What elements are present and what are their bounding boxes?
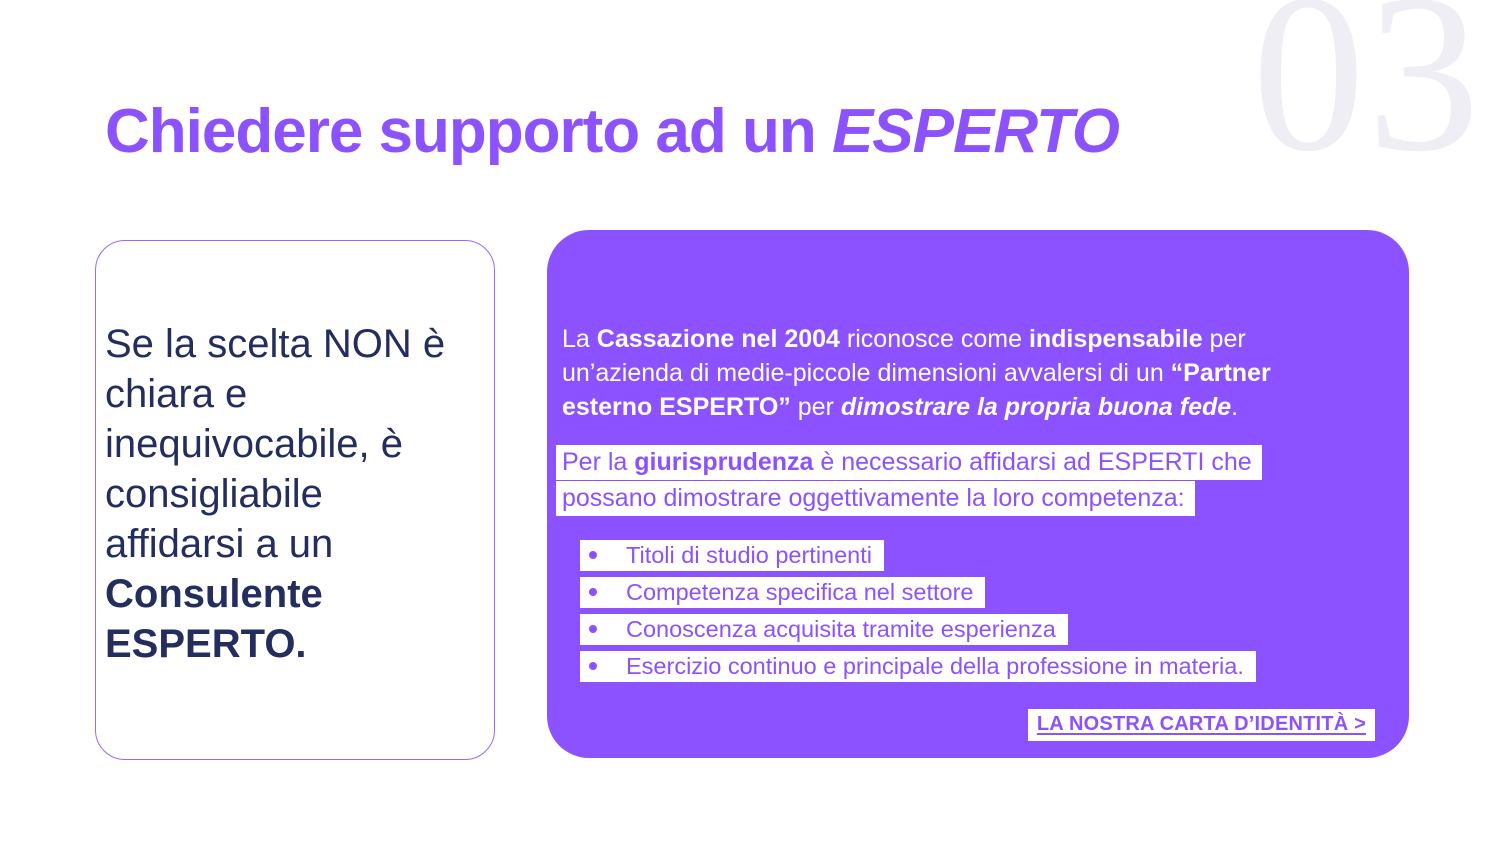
paragraph-giurisprudenza: Per la giurisprudenza è necessario affid… — [556, 445, 1375, 517]
page-title: Chiedere supporto ad un ESPERTO — [105, 97, 1120, 166]
text-run: Per la — [562, 448, 635, 476]
bullet-dot-icon — [589, 625, 597, 633]
left-card-line: consigliabile — [105, 472, 323, 516]
left-card-line-bold: Consulente — [105, 572, 323, 616]
text-run-bold: giurisprudenza — [634, 448, 814, 476]
text-run: . — [1231, 393, 1239, 421]
text-run: La — [562, 325, 597, 353]
text-run: riconosce come — [839, 325, 1029, 353]
bullet-list: Titoli di studio pertinenti Competenza s… — [580, 540, 1375, 682]
left-card: Se la scelta NON è chiara e inequivocabi… — [95, 240, 495, 760]
paragraph-line: La Cassazione nel 2004 riconosce come in… — [562, 322, 1375, 356]
left-card-line: affidarsi a un — [105, 522, 334, 566]
text-run: è necessario affidarsi ad ESPERTI che — [813, 448, 1252, 476]
bullet-item: Competenza specifica nel settore — [580, 577, 986, 608]
left-card-line: chiara e — [105, 372, 248, 416]
highlight-line: possano dimostrare oggettivamente la lor… — [556, 481, 1195, 516]
bullet-text: Conoscenza acquisita tramite esperienza — [626, 616, 1056, 642]
title-text: Chiedere supporto ad un — [105, 97, 832, 166]
bullet-dot-icon — [589, 588, 597, 596]
bullet-text: Competenza specifica nel settore — [626, 579, 974, 605]
text-run: per — [790, 393, 841, 421]
right-card: La Cassazione nel 2004 riconosce come in… — [547, 230, 1409, 758]
bullet-item: Esercizio continuo e principale della pr… — [580, 651, 1256, 682]
text-run: per — [1202, 325, 1246, 353]
text-run-bold: “Partner — [1170, 359, 1271, 387]
title-italic-text: ESPERTO — [831, 97, 1120, 166]
paragraph-line: esterno ESPERTO” per dimostrare la propr… — [562, 390, 1375, 424]
highlight-line: Per la giurisprudenza è necessario affid… — [556, 445, 1262, 480]
text-run-bold: Cassazione nel 2004 — [596, 325, 840, 353]
paragraph-cassazione: La Cassazione nel 2004 riconosce come in… — [562, 322, 1375, 424]
text-run-bold: indispensabile — [1028, 325, 1203, 353]
paragraph-line: un’azienda di medie-piccole dimensioni a… — [562, 356, 1375, 390]
left-card-line: Se la scelta NON è — [105, 322, 446, 366]
bullet-item: Titoli di studio pertinenti — [580, 540, 885, 571]
left-card-line: inequivocabile, è — [105, 422, 403, 466]
bullet-text: Titoli di studio pertinenti — [626, 542, 873, 568]
identity-card-link[interactable]: LA NOSTRA CARTA D’IDENTITÀ > — [1027, 709, 1375, 741]
page-number: 03 — [1252, 0, 1482, 198]
left-card-line-bold: ESPERTO. — [105, 622, 307, 666]
bullet-dot-icon — [589, 551, 597, 559]
bullet-text: Esercizio continuo e principale della pr… — [626, 653, 1244, 679]
text-run-bold: esterno ESPERTO” — [562, 393, 791, 421]
text-run: un’azienda di medie-piccole dimensioni a… — [562, 359, 1171, 387]
text-run-bold-italic: dimostrare la propria buona fede — [840, 393, 1232, 421]
bullet-item: Conoscenza acquisita tramite esperienza — [580, 614, 1068, 645]
bullet-dot-icon — [589, 662, 597, 670]
link-row: LA NOSTRA CARTA D’IDENTITÀ > — [562, 709, 1375, 741]
